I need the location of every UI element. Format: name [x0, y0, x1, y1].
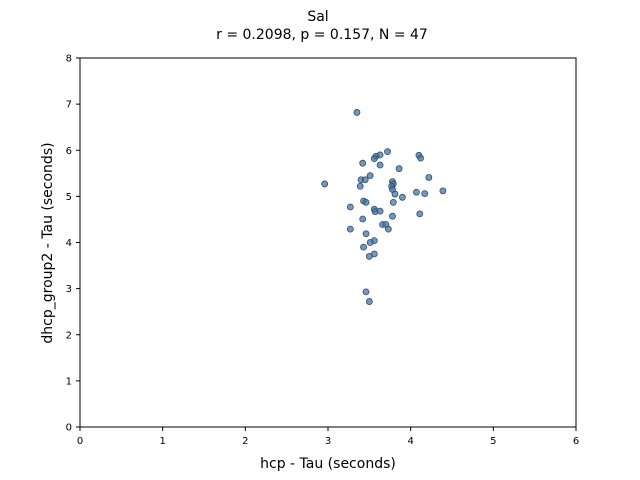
plot-area — [79, 57, 577, 428]
x-tick-label: 5 — [490, 436, 496, 447]
data-point — [321, 180, 329, 188]
y-tick-label: 8 — [66, 54, 72, 65]
data-point — [384, 148, 391, 156]
y-tick-label: 3 — [66, 284, 72, 295]
data-point — [366, 239, 374, 246]
x-tick-label: 1 — [159, 436, 165, 447]
y-axis-label: dhcp_group2 - Tau (seconds) — [40, 142, 56, 343]
data-point — [359, 159, 367, 167]
data-point — [376, 207, 384, 215]
x-tick-label: 6 — [573, 436, 579, 447]
y-tick-label: 1 — [66, 376, 72, 387]
data-point — [425, 174, 433, 181]
x-tick-label: 2 — [242, 436, 248, 447]
data-point — [389, 212, 396, 220]
data-point — [365, 252, 373, 260]
data-point — [389, 198, 397, 206]
data-point — [376, 161, 384, 169]
y-axis-ticks: 0 1 2 3 4 5 6 7 8 — [66, 54, 80, 434]
x-tick-label: 4 — [407, 436, 413, 447]
data-point — [365, 298, 373, 305]
data-point — [362, 230, 370, 238]
data-point — [356, 182, 364, 190]
data-point — [398, 193, 406, 201]
data-point — [384, 225, 392, 233]
y-tick-label: 2 — [66, 330, 72, 341]
data-point — [361, 176, 369, 184]
data-point — [421, 190, 429, 198]
data-point — [391, 190, 399, 198]
data-point — [417, 154, 424, 162]
x-tick-label: 3 — [325, 436, 331, 447]
chart-subtitle: r = 0.2098, p = 0.157, N = 47 — [216, 27, 428, 43]
axes-frame — [79, 57, 577, 428]
data-point — [370, 155, 378, 162]
y-tick-label: 5 — [66, 192, 72, 203]
data-point — [359, 215, 367, 223]
data-point — [353, 109, 361, 116]
chart-title: Sal — [307, 9, 328, 25]
data-point — [439, 187, 447, 195]
y-tick-label: 7 — [66, 100, 72, 111]
data-point — [366, 172, 374, 180]
data-point — [346, 225, 354, 233]
x-axis-ticks: 0 1 2 3 4 5 6 — [77, 427, 579, 447]
data-point — [376, 151, 384, 159]
data-point — [416, 210, 424, 218]
data-point — [362, 288, 370, 296]
x-axis-label: hcp - Tau (seconds) — [260, 456, 396, 472]
y-tick-label: 0 — [66, 423, 72, 434]
y-tick-label: 4 — [66, 238, 72, 249]
x-tick-label: 0 — [77, 436, 83, 447]
data-point — [413, 188, 420, 196]
data-point — [346, 203, 354, 211]
data-point — [360, 243, 367, 251]
data-points — [321, 109, 447, 305]
y-tick-label: 6 — [66, 146, 72, 157]
data-point — [362, 198, 370, 206]
data-point — [395, 165, 403, 173]
